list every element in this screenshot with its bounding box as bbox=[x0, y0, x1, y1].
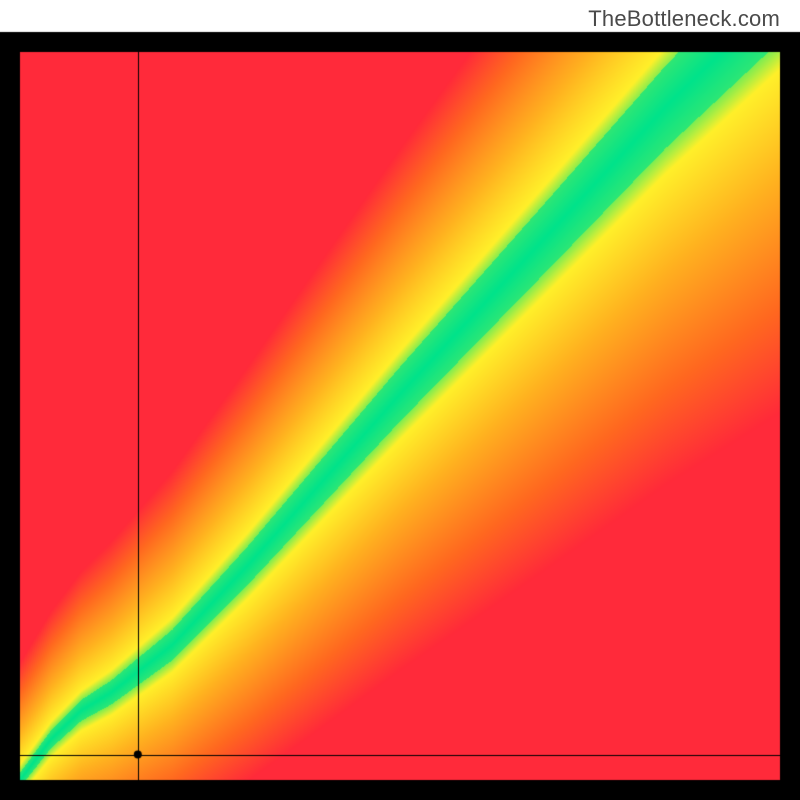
bottleneck-heatmap bbox=[0, 0, 800, 800]
watermark-text: TheBottleneck.com bbox=[588, 6, 780, 32]
chart-container: TheBottleneck.com bbox=[0, 0, 800, 800]
